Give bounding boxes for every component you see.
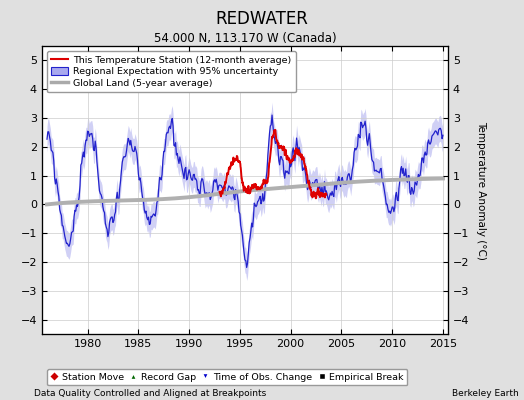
Title: 54.000 N, 113.170 W (Canada): 54.000 N, 113.170 W (Canada): [154, 32, 336, 45]
Text: Data Quality Controlled and Aligned at Breakpoints: Data Quality Controlled and Aligned at B…: [34, 389, 266, 398]
Text: REDWATER: REDWATER: [215, 10, 309, 28]
Y-axis label: Temperature Anomaly (°C): Temperature Anomaly (°C): [476, 120, 486, 260]
Legend: Station Move, Record Gap, Time of Obs. Change, Empirical Break: Station Move, Record Gap, Time of Obs. C…: [47, 369, 407, 386]
Text: Berkeley Earth: Berkeley Earth: [452, 389, 519, 398]
